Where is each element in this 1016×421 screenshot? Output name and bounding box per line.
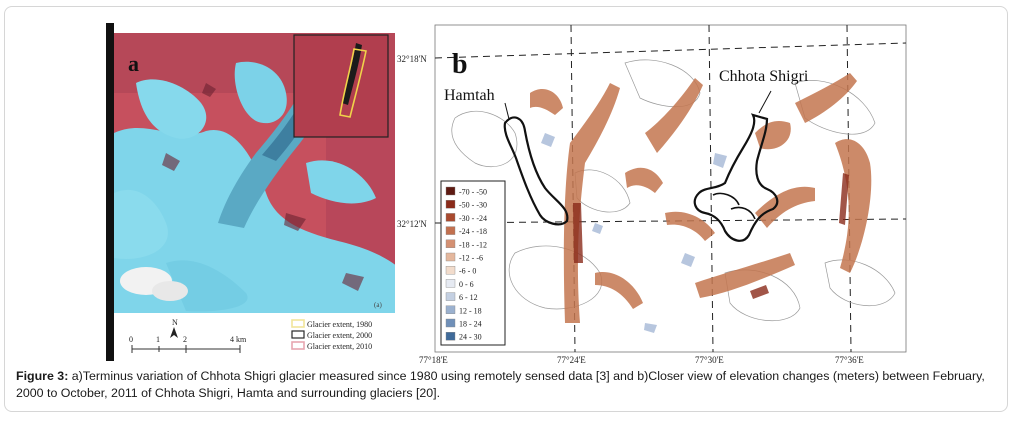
legend-label-0: -70 - -50 [459, 188, 487, 197]
legend-swatch-2010 [291, 341, 305, 350]
legend-swatch-1 [445, 199, 456, 209]
lat-tick-32-12: 32°12'N [397, 219, 427, 229]
lat-tick-32-18: 32°18'N [397, 54, 427, 64]
figure-caption: Figure 3: a)Terminus variation of Chhota… [16, 368, 1000, 402]
legend-swatch-0 [445, 186, 456, 196]
legend-label-8: 6 - 12 [459, 293, 478, 302]
legend-swatch-3 [445, 226, 456, 235]
scale-bar: 0 1 2 4 km [129, 335, 247, 353]
legend-swatch-2 [445, 213, 456, 222]
panel-b-elevation-map: b Hamtah Chhota Shigri 32°18'N 32°12'N 7… [395, 23, 908, 368]
legend-label-11: 24 - 30 [459, 333, 482, 342]
legend-swatch-2000 [291, 330, 305, 339]
legend-label-3: -24 - -18 [459, 227, 487, 236]
legend-swatch-5 [445, 252, 456, 262]
scale-label-4km: 4 km [230, 335, 247, 344]
panel-a-legend: Glacier extent, 1980 Glacier extent, 200… [291, 319, 372, 351]
panel-a-satellite-image: a (a) N 0 1 2 4 km Glacier extent, 1980 … [106, 23, 408, 361]
hamtah-outline [503, 116, 569, 226]
lon-tick-77-36: 77°36'E [835, 355, 864, 365]
legend-label-1980: Glacier extent, 1980 [307, 320, 372, 329]
legend-swatch-6 [445, 265, 456, 275]
legend-label-4: -18 - -12 [459, 240, 487, 249]
panel-a-letter: a [128, 51, 139, 76]
legend-swatch-4 [445, 239, 456, 249]
legend-label-10: 18 - 24 [459, 320, 482, 329]
legend-label-9: 12 - 18 [459, 306, 482, 315]
caption-label: Figure 3: [16, 369, 69, 383]
legend-swatch-1980 [291, 319, 305, 328]
legend-swatch-9 [445, 305, 456, 314]
chhota-shigri-outline [693, 113, 779, 242]
panel-a-corner-mark: (a) [374, 301, 382, 309]
legend-label-2000: Glacier extent, 2000 [307, 331, 372, 340]
hamtah-label: Hamtah [444, 87, 495, 104]
lon-tick-77-24: 77°24'E [557, 355, 586, 365]
north-label: N [172, 318, 178, 327]
lon-tick-77-30: 77°30'E [695, 355, 724, 365]
legend-label-2: -30 - -24 [459, 214, 487, 223]
legend-label-1: -50 - -30 [459, 201, 487, 210]
caption-text: a)Terminus variation of Chhota Shigri gl… [16, 369, 985, 400]
legend-label-7: 0 - 6 [459, 280, 474, 289]
legend-label-6: -6 - 0 [459, 267, 476, 276]
legend-label-5: -12 - -6 [459, 254, 483, 263]
legend-swatch-7 [445, 279, 456, 288]
scale-label-0: 0 [129, 335, 133, 344]
north-arrow-icon [170, 327, 178, 338]
panel-b-letter: b [452, 49, 468, 80]
legend-swatch-11 [445, 332, 456, 341]
legend-swatch-8 [445, 292, 456, 301]
scale-label-2: 2 [183, 335, 187, 344]
legend-label-2010: Glacier extent, 2010 [307, 342, 372, 351]
chhota-shigri-label: Chhota Shigri [719, 68, 809, 85]
lon-tick-77-18: 77°18'E [419, 355, 448, 365]
legend-swatch-10 [445, 318, 456, 328]
panel-b-legend: -70 - -50 -50 - -30 -30 - -24 -24 - -18 -18 … [440, 180, 506, 346]
scale-label-1: 1 [156, 335, 160, 344]
